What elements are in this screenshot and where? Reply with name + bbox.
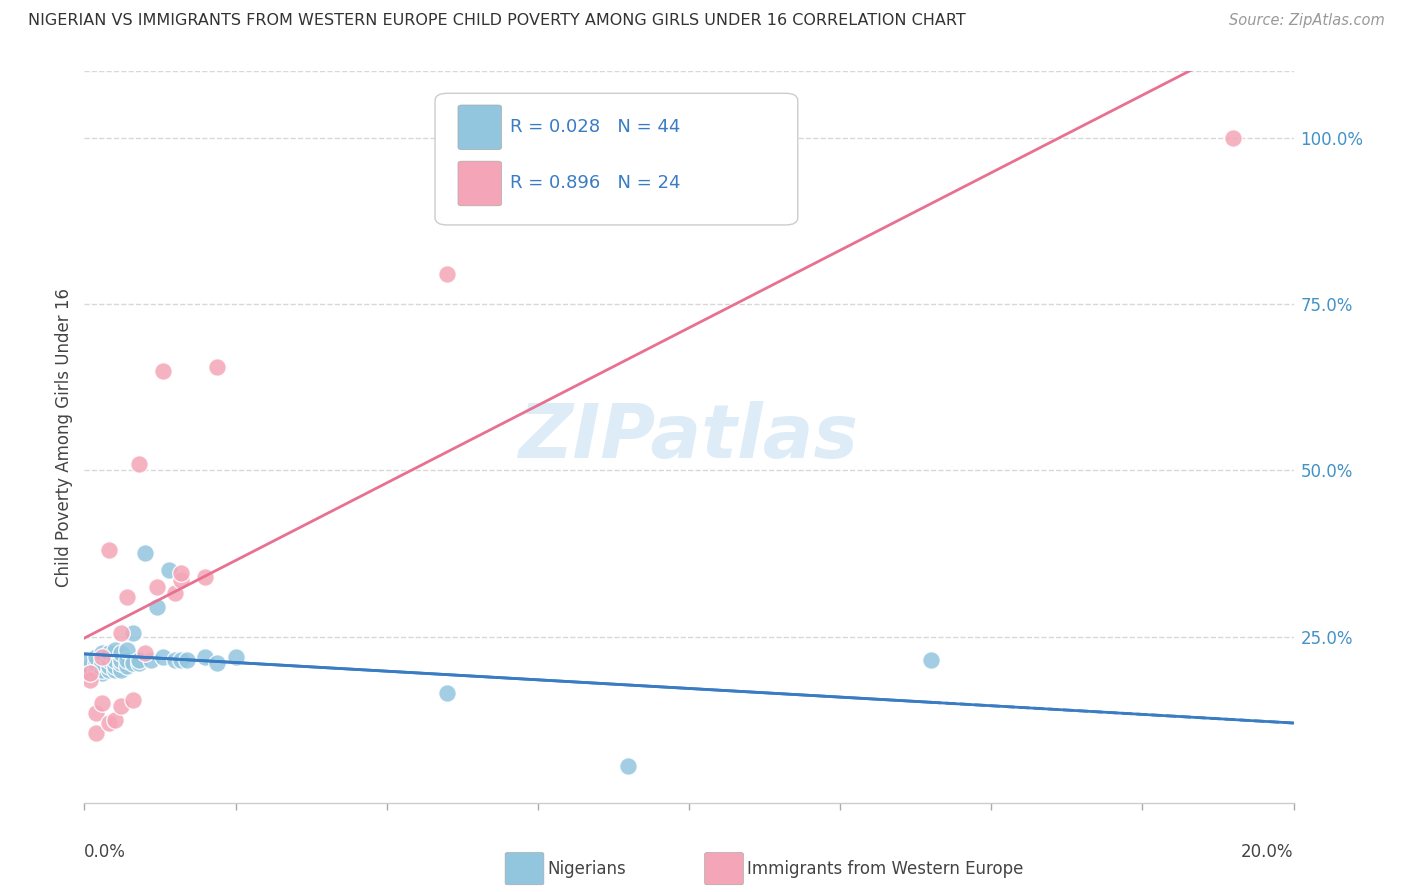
Point (128, 457, 150, 471)
Point (134, 646, 156, 660)
Point (207, 360, 229, 375)
Point (110, 646, 132, 660)
Point (110, 656, 132, 670)
Point (104, 653, 127, 667)
Point (104, 713, 127, 727)
Point (152, 363, 174, 377)
Point (86, 726, 108, 740)
Text: Source: ZipAtlas.com: Source: ZipAtlas.com (1229, 13, 1385, 29)
Point (91, 696, 114, 710)
Point (110, 699, 132, 714)
Point (194, 570, 217, 584)
Point (128, 656, 150, 670)
Text: Immigrants from Western Europe: Immigrants from Western Europe (747, 860, 1024, 878)
Point (194, 649, 217, 664)
Point (121, 656, 143, 670)
Point (157, 563, 180, 577)
Y-axis label: Child Poverty Among Girls Under 16: Child Poverty Among Girls Under 16 (55, 287, 73, 587)
Point (79, 653, 101, 667)
Point (165, 586, 187, 600)
Point (110, 626, 132, 640)
Point (146, 599, 169, 614)
Point (97, 543, 120, 558)
Point (86, 666, 108, 681)
Point (128, 653, 150, 667)
FancyBboxPatch shape (505, 853, 544, 885)
Point (79, 673, 101, 687)
Point (97, 646, 120, 660)
Point (97, 663, 120, 677)
Point (104, 659, 127, 673)
FancyBboxPatch shape (704, 853, 744, 885)
Point (91, 666, 114, 681)
Point (91, 649, 114, 664)
Point (97, 659, 120, 673)
Text: Nigerians: Nigerians (547, 860, 626, 878)
Point (152, 649, 174, 664)
Point (207, 656, 229, 670)
Point (79, 666, 101, 681)
Point (86, 649, 108, 664)
Point (110, 653, 132, 667)
Point (115, 643, 138, 657)
Point (170, 653, 193, 667)
Point (165, 653, 187, 667)
Point (920, 653, 942, 667)
FancyBboxPatch shape (458, 105, 502, 150)
Point (91, 646, 114, 660)
Point (79, 666, 101, 681)
Point (97, 653, 120, 667)
Text: 0.0%: 0.0% (84, 843, 127, 861)
Point (617, 759, 640, 773)
FancyBboxPatch shape (458, 161, 502, 206)
FancyBboxPatch shape (434, 94, 797, 225)
Point (139, 653, 162, 667)
Point (97, 716, 120, 731)
Point (115, 590, 138, 604)
Text: 20.0%: 20.0% (1241, 843, 1294, 861)
Point (121, 692, 143, 706)
Point (91, 656, 114, 670)
Point (121, 626, 143, 640)
Point (134, 546, 156, 560)
Point (104, 643, 127, 657)
Point (86, 663, 108, 677)
Text: R = 0.028   N = 44: R = 0.028 N = 44 (510, 119, 681, 136)
Point (436, 267, 458, 281)
Point (176, 653, 198, 667)
Text: ZIPatlas: ZIPatlas (519, 401, 859, 474)
Point (110, 663, 132, 677)
Point (86, 706, 108, 720)
Point (91, 663, 114, 677)
Point (1222, 131, 1244, 145)
Point (225, 649, 247, 664)
Point (170, 566, 193, 581)
Point (104, 663, 127, 677)
Point (436, 686, 458, 700)
Point (79, 659, 101, 673)
Text: R = 0.896   N = 24: R = 0.896 N = 24 (510, 175, 681, 193)
Point (86, 656, 108, 670)
Point (115, 653, 138, 667)
Text: NIGERIAN VS IMMIGRANTS FROM WESTERN EUROPE CHILD POVERTY AMONG GIRLS UNDER 16 CO: NIGERIAN VS IMMIGRANTS FROM WESTERN EURO… (28, 13, 966, 29)
Point (146, 580, 169, 594)
Point (115, 659, 138, 673)
Point (170, 573, 193, 587)
